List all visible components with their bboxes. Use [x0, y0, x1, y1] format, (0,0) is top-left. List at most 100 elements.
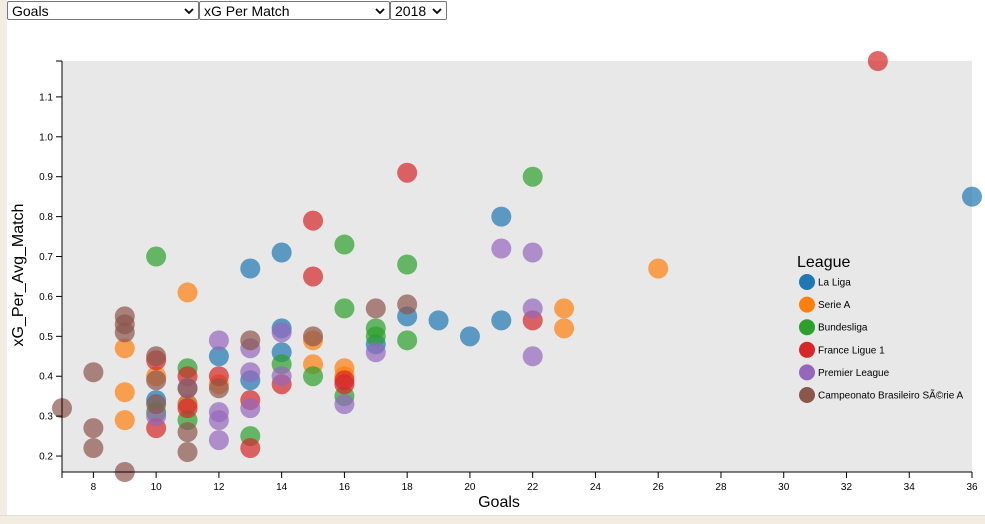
x-tick-label: 26	[653, 482, 665, 493]
y-axis-label: xG_Per_Avg_Match	[10, 204, 27, 347]
data-point[interactable]	[397, 330, 418, 351]
data-point[interactable]	[522, 242, 543, 263]
data-point[interactable]	[303, 366, 324, 387]
data-point[interactable]	[459, 326, 480, 347]
data-point[interactable]	[146, 370, 167, 391]
legend-title: League	[797, 254, 850, 271]
controls-bar: Goals xG Per Match 2018	[7, 1, 447, 21]
data-point[interactable]	[491, 238, 512, 259]
data-point[interactable]	[397, 294, 418, 315]
data-point[interactable]	[177, 422, 198, 443]
x-axis-label: Goals	[478, 494, 520, 511]
data-point[interactable]	[146, 246, 167, 267]
data-point[interactable]	[208, 346, 229, 367]
data-point[interactable]	[240, 362, 261, 383]
legend-item[interactable]: France Ligue 1	[799, 341, 885, 358]
data-point[interactable]	[522, 166, 543, 187]
legend-item[interactable]: La Liga	[799, 274, 851, 290]
data-point[interactable]	[397, 254, 418, 275]
legend-swatch	[799, 364, 815, 381]
data-point[interactable]	[334, 374, 355, 395]
data-point[interactable]	[522, 346, 543, 367]
legend-item[interactable]: Serie A	[799, 296, 851, 313]
data-point[interactable]	[334, 234, 355, 255]
data-point[interactable]	[271, 366, 292, 387]
data-point[interactable]	[208, 410, 229, 431]
y-axis-select-value: xG Per Match	[204, 2, 290, 19]
data-point[interactable]	[303, 326, 324, 347]
y-tick-label: 1.0	[39, 132, 53, 143]
data-point[interactable]	[83, 362, 104, 383]
data-point[interactable]	[397, 162, 418, 183]
data-point[interactable]	[365, 326, 386, 347]
x-tick-label: 12	[213, 482, 225, 493]
data-point[interactable]	[146, 394, 167, 415]
legend-item[interactable]: Campeonato Brasileiro SÃ©rie A	[799, 387, 964, 403]
data-point[interactable]	[271, 242, 292, 263]
x-tick-label: 30	[778, 482, 790, 493]
page-bottom-margin	[0, 515, 985, 524]
data-point[interactable]	[177, 282, 198, 303]
data-point[interactable]	[208, 378, 229, 399]
data-point[interactable]	[491, 310, 512, 331]
data-point[interactable]	[177, 398, 198, 419]
year-select-value: 2018	[395, 2, 427, 19]
y-tick-label: 0.9	[39, 172, 53, 183]
data-point[interactable]	[240, 258, 261, 279]
legend-label: France Ligue 1	[818, 345, 885, 356]
legend-swatch	[799, 319, 815, 336]
data-point[interactable]	[271, 322, 292, 343]
x-tick-label: 10	[151, 482, 163, 493]
legend-label: Bundesliga	[818, 323, 868, 334]
data-point[interactable]	[522, 298, 543, 319]
chevron-down-icon	[184, 7, 194, 14]
data-point[interactable]	[177, 442, 198, 463]
legend-item[interactable]: Bundesliga	[799, 319, 868, 336]
data-point[interactable]	[867, 51, 888, 71]
data-point[interactable]	[554, 318, 575, 339]
data-point[interactable]	[554, 298, 575, 319]
data-point[interactable]	[334, 298, 355, 319]
legend-swatch	[799, 387, 815, 403]
data-point[interactable]	[114, 322, 135, 343]
data-point[interactable]	[240, 438, 261, 459]
legend-label: La Liga	[818, 278, 851, 289]
data-point[interactable]	[208, 330, 229, 351]
data-point[interactable]	[114, 410, 135, 431]
data-point[interactable]	[334, 394, 355, 415]
data-point[interactable]	[114, 382, 135, 403]
data-point[interactable]	[83, 418, 104, 439]
data-point[interactable]	[491, 206, 512, 227]
y-tick-label: 0.3	[39, 412, 53, 423]
y-axis-select[interactable]: xG Per Match	[199, 1, 390, 20]
data-point[interactable]	[146, 346, 167, 367]
data-point[interactable]	[240, 398, 261, 419]
data-point[interactable]	[240, 330, 261, 351]
x-axis-select[interactable]: Goals	[7, 1, 199, 20]
data-point[interactable]	[303, 210, 324, 231]
x-axis-select-value: Goals	[12, 2, 49, 19]
data-point[interactable]	[177, 378, 198, 399]
x-tick-label: 14	[276, 482, 288, 493]
legend-item[interactable]: Premier League	[799, 364, 890, 381]
data-point[interactable]	[962, 186, 982, 207]
legend-label: Serie A	[818, 300, 851, 311]
data-point[interactable]	[303, 266, 324, 287]
data-point[interactable]	[428, 310, 449, 331]
x-tick-label: 16	[339, 482, 351, 493]
y-tick-label: 0.8	[39, 212, 53, 223]
plot-background	[62, 61, 972, 472]
y-tick-label: 0.5	[39, 332, 53, 343]
year-select[interactable]: 2018	[390, 1, 447, 20]
data-point[interactable]	[208, 430, 229, 451]
data-point[interactable]	[648, 258, 669, 279]
y-tick-label: 0.4	[39, 372, 53, 383]
legend: League La Liga Serie A Bundesliga France Lig…	[797, 254, 964, 403]
data-point[interactable]	[114, 338, 135, 359]
data-point[interactable]	[83, 438, 104, 459]
data-point[interactable]	[365, 342, 386, 363]
data-point[interactable]	[365, 298, 386, 319]
y-tick-label: 0.6	[39, 292, 53, 303]
x-tick-label: 24	[590, 482, 602, 493]
